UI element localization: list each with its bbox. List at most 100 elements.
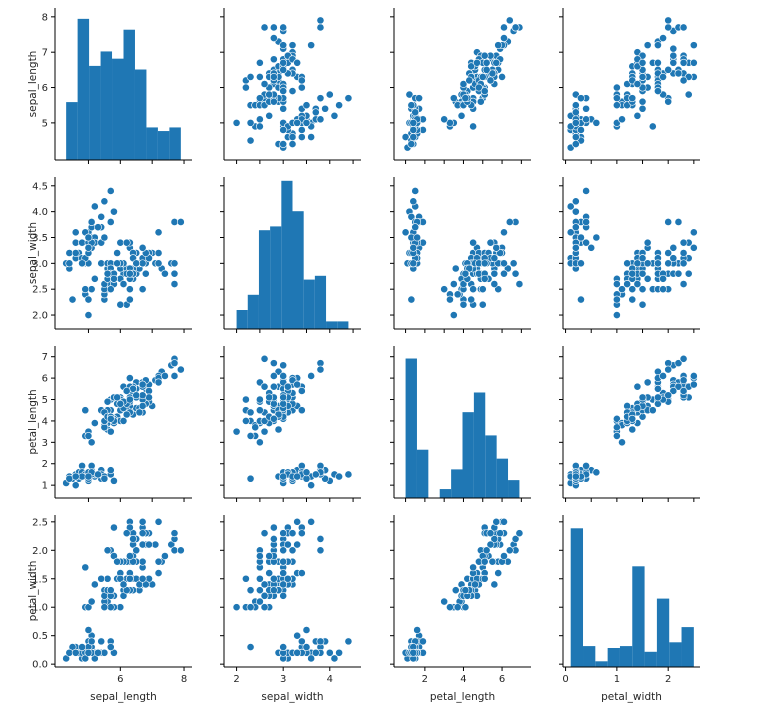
scatter-point	[288, 140, 297, 148]
scatter-point	[659, 34, 667, 42]
subplot-petal_length-vs-petal_length	[390, 346, 531, 502]
histogram-bar	[595, 661, 608, 667]
scatter-point	[413, 626, 422, 634]
scatter-point	[411, 187, 420, 195]
scatter-point	[84, 311, 93, 319]
scatter-point	[577, 126, 585, 134]
histogram-bar	[112, 58, 124, 160]
scatter-point	[459, 80, 468, 88]
y-tick-label: 2.5	[32, 517, 48, 528]
x-tick-label: 4	[460, 674, 466, 685]
scatter-point	[279, 393, 288, 402]
scatter-point	[154, 569, 163, 577]
scatter-point	[409, 133, 418, 141]
scatter-point	[279, 87, 288, 95]
histogram-bar	[247, 294, 259, 329]
scatter-point	[469, 563, 478, 572]
scatter-point	[87, 637, 96, 646]
scatter-point	[122, 410, 131, 419]
scatter-point	[279, 546, 288, 555]
scatter-point	[469, 238, 478, 247]
scatter-point	[125, 552, 134, 560]
scatter-point	[409, 118, 418, 127]
y-tick-label: 7	[42, 352, 48, 363]
scatter-point	[103, 397, 112, 406]
y-tick-label: 0.0	[32, 660, 48, 671]
scatter-point	[409, 243, 418, 252]
scatter-point	[571, 133, 580, 141]
scatter-point	[269, 535, 278, 543]
scatter-point	[129, 535, 137, 543]
scatter-point	[138, 517, 147, 526]
scatter-point	[119, 417, 128, 425]
scatter-point	[255, 586, 264, 595]
scatter-point	[269, 73, 278, 81]
y-tick-label: 5	[42, 395, 48, 406]
scatter-point	[265, 393, 274, 402]
scatter-point	[486, 238, 495, 247]
scatter-point	[638, 254, 647, 263]
scatter-point	[469, 285, 478, 294]
scatter-point	[654, 58, 662, 67]
scatter-point	[97, 574, 106, 583]
y-tick-label: 0.5	[32, 631, 48, 642]
scatter-point	[84, 648, 93, 657]
scatter-point	[307, 517, 316, 526]
scatter-point	[110, 207, 118, 216]
scatter-point	[577, 94, 585, 103]
scatter-point	[679, 259, 688, 268]
scatter-point	[511, 269, 520, 278]
scatter-point	[571, 472, 580, 481]
scatter-point	[279, 643, 288, 651]
scatter-point	[316, 115, 325, 124]
scatter-point	[161, 269, 169, 278]
scatter-point	[255, 597, 264, 606]
scatter-point	[316, 365, 325, 374]
x-tick-label: 1	[614, 674, 620, 685]
histogram-bar	[462, 412, 474, 498]
scatter-point	[279, 58, 288, 67]
scatter-point	[490, 269, 499, 278]
scatter-point	[582, 461, 590, 470]
subplot-sepal_width-vs-sepal_width	[220, 177, 361, 333]
scatter-point	[453, 603, 462, 612]
scatter-point	[407, 101, 416, 110]
scatter-point	[255, 395, 264, 404]
scatter-point	[446, 603, 454, 612]
y-tick-label: 3.5	[32, 233, 48, 244]
scatter-point	[482, 65, 491, 74]
scatter-point	[297, 406, 306, 415]
scatter-point	[659, 274, 667, 283]
scatter-point	[246, 73, 255, 81]
subplot-sepal_width-vs-petal_width	[559, 177, 700, 333]
scatter-point	[90, 202, 99, 211]
scatter-point	[302, 626, 311, 634]
scatter-point	[241, 395, 250, 404]
scatter-point	[582, 115, 590, 124]
scatter-point	[415, 94, 423, 103]
scatter-point	[664, 218, 673, 226]
scatter-point	[592, 468, 601, 477]
scatter-point	[269, 382, 278, 391]
x-axis-label-petal_length: petal_length	[430, 691, 495, 703]
subplot-petal_length-vs-sepal_length: 1 2 3 4 5 6 7	[42, 346, 192, 502]
scatter-point	[246, 118, 255, 127]
scatter-point	[260, 580, 269, 589]
histogram-bar	[451, 469, 463, 498]
scatter-point	[255, 73, 264, 81]
scatter-point	[81, 285, 90, 294]
scatter-point	[100, 197, 109, 206]
scatter-point	[505, 546, 514, 555]
y-tick-label: 3	[42, 438, 48, 449]
scatter-point	[316, 535, 325, 543]
scatter-point	[664, 259, 673, 268]
scatter-point	[302, 101, 311, 110]
scatter-point	[664, 391, 673, 400]
scatter-point	[571, 101, 580, 110]
histogram-bar	[337, 321, 349, 329]
scatter-point	[288, 133, 297, 141]
scatter-point	[316, 23, 325, 32]
scatter-point	[582, 187, 590, 195]
histogram-bar	[619, 646, 633, 667]
